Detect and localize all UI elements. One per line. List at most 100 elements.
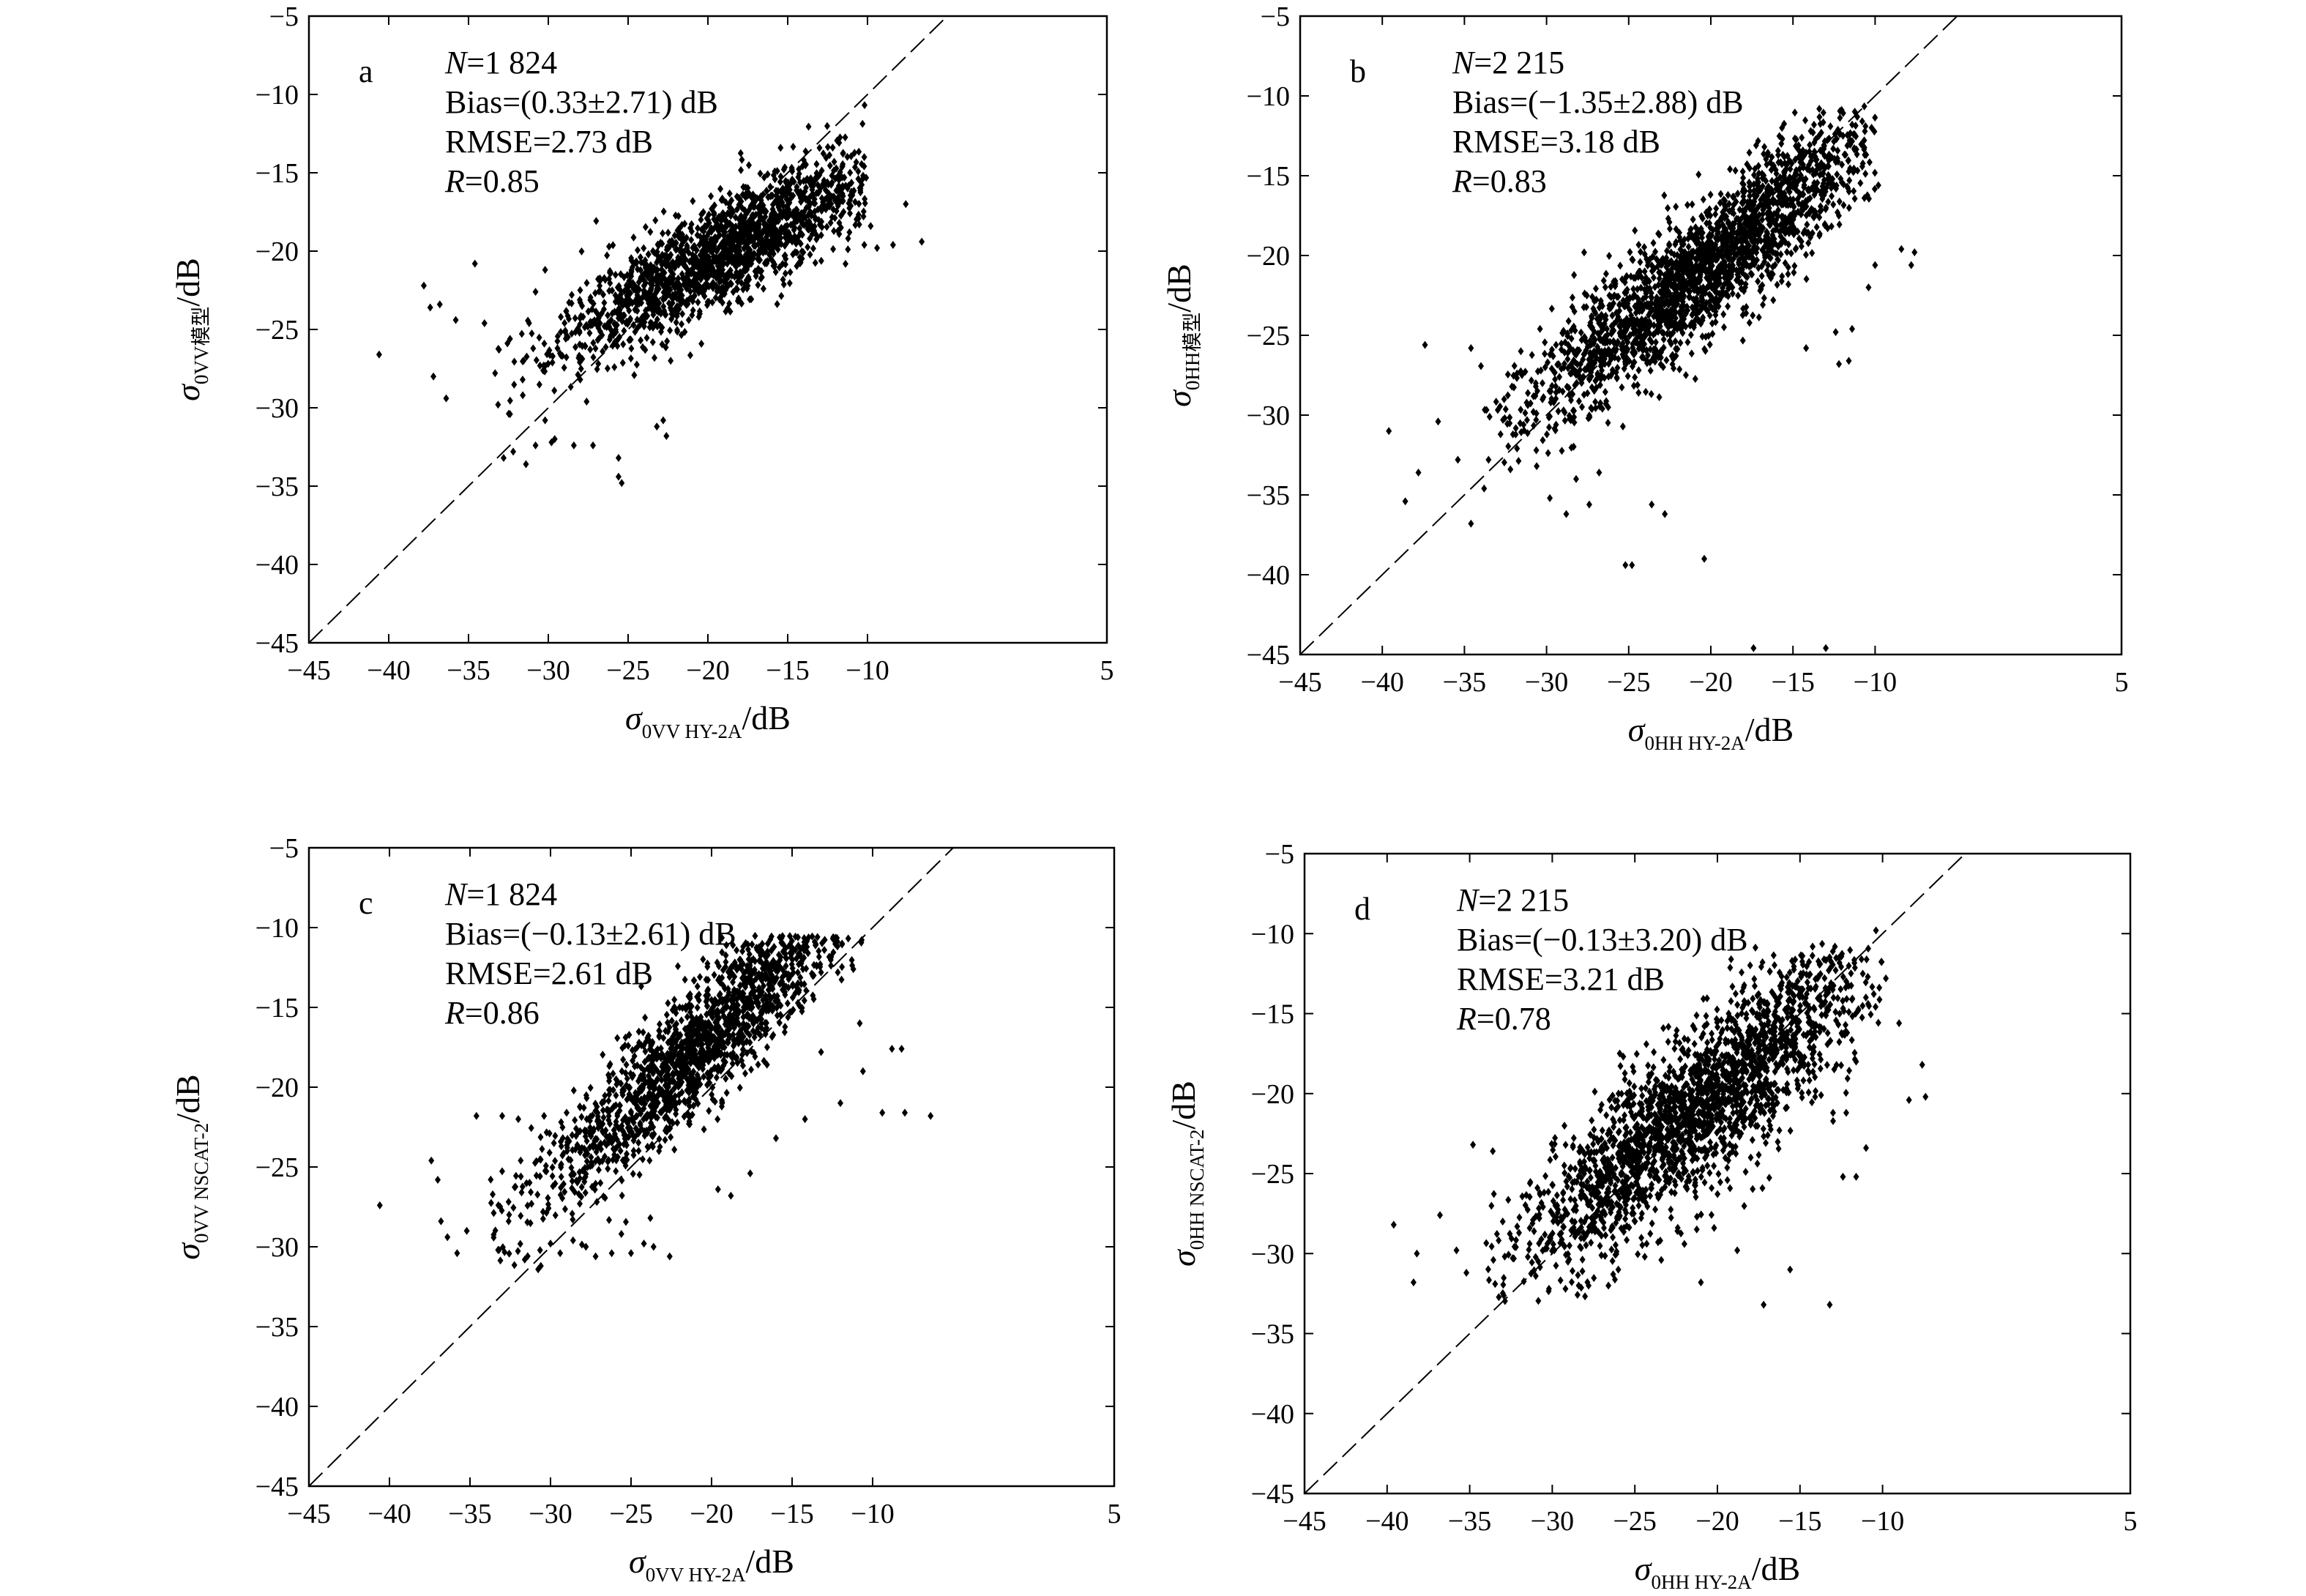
data-point — [1780, 215, 1786, 223]
data-point — [1739, 167, 1746, 176]
data-point — [1714, 265, 1721, 274]
data-point — [1634, 381, 1641, 389]
data-point — [659, 323, 665, 332]
data-point — [552, 1179, 559, 1188]
data-point — [604, 251, 611, 260]
data-point — [715, 275, 722, 283]
data-point — [1748, 261, 1755, 270]
data-point — [1739, 268, 1745, 277]
data-point — [748, 259, 755, 268]
data-point — [1649, 261, 1655, 270]
data-point — [1599, 404, 1605, 413]
data-point — [1569, 302, 1575, 311]
data-point — [511, 357, 518, 366]
data-point — [1727, 250, 1734, 258]
data-point — [547, 351, 553, 359]
y-tick-label: −15 — [255, 158, 299, 189]
data-point — [1820, 179, 1826, 187]
data-point — [627, 289, 634, 298]
data-point — [734, 277, 741, 286]
data-point — [1486, 412, 1493, 421]
data-point — [778, 223, 785, 232]
data-point — [1575, 397, 1582, 406]
y-axis-label: σ0HH模型/dB — [1160, 264, 1204, 407]
data-point — [1761, 143, 1768, 152]
data-point — [839, 162, 846, 171]
data-point — [1650, 330, 1657, 339]
data-point — [1750, 644, 1757, 652]
data-point — [742, 221, 748, 230]
data-point — [1785, 184, 1791, 193]
data-point — [537, 1246, 543, 1255]
data-point — [1858, 140, 1865, 149]
data-point — [1501, 458, 1507, 467]
data-point — [611, 363, 618, 372]
data-point — [1569, 293, 1575, 302]
data-point — [1680, 240, 1687, 249]
data-point — [840, 149, 846, 158]
data-point — [786, 210, 793, 219]
data-point — [659, 250, 665, 259]
data-point — [839, 963, 846, 972]
data-point — [634, 307, 641, 316]
data-point — [1761, 258, 1768, 266]
data-point — [1591, 339, 1597, 348]
data-point — [507, 335, 513, 343]
data-point — [824, 143, 831, 152]
data-point — [1769, 269, 1776, 278]
data-point — [1571, 406, 1578, 415]
data-point — [1648, 288, 1654, 297]
data-point — [730, 941, 736, 950]
data-point — [1656, 392, 1663, 401]
data-point — [627, 269, 634, 278]
data-point — [634, 1103, 641, 1112]
data-point — [1597, 381, 1603, 389]
data-point — [1769, 215, 1776, 223]
data-point — [1742, 280, 1749, 288]
data-point — [1660, 335, 1667, 344]
data-point — [811, 195, 818, 204]
data-point — [1692, 375, 1698, 384]
data-point — [1548, 365, 1555, 373]
data-point — [760, 284, 766, 293]
data-point — [857, 186, 864, 195]
data-point — [1468, 519, 1474, 528]
data-point — [1608, 355, 1614, 364]
data-point — [1707, 266, 1714, 275]
data-point — [1846, 357, 1852, 365]
data-point — [603, 323, 610, 332]
data-point — [1821, 162, 1827, 171]
data-point — [1624, 272, 1630, 280]
data-point — [1820, 108, 1826, 117]
data-point — [796, 165, 802, 174]
data-point — [583, 397, 590, 406]
data-point — [1594, 343, 1601, 351]
data-point — [841, 173, 848, 182]
data-point — [1616, 301, 1623, 310]
data-point — [1809, 229, 1816, 238]
data-point — [771, 219, 777, 228]
data-point — [1682, 370, 1689, 379]
data-point — [776, 1018, 783, 1027]
data-point — [1665, 204, 1671, 212]
data-point — [1507, 413, 1513, 422]
x-tick-label: −35 — [1443, 667, 1486, 698]
x-tick-label: −15 — [766, 655, 809, 686]
data-point — [1678, 291, 1684, 299]
data-point — [1478, 362, 1485, 370]
data-point — [539, 1145, 545, 1154]
data-point — [1725, 302, 1731, 311]
data-point — [835, 968, 841, 977]
data-point — [1851, 130, 1858, 139]
data-point — [1583, 302, 1589, 311]
data-point — [599, 1098, 605, 1107]
data-point — [595, 311, 602, 320]
data-point — [1851, 108, 1858, 116]
data-point — [1720, 239, 1727, 247]
data-point — [789, 955, 796, 964]
data-point — [797, 191, 804, 200]
data-point — [1710, 244, 1717, 253]
data-point — [1545, 449, 1551, 458]
data-point — [671, 1003, 678, 1012]
data-point — [698, 340, 705, 348]
